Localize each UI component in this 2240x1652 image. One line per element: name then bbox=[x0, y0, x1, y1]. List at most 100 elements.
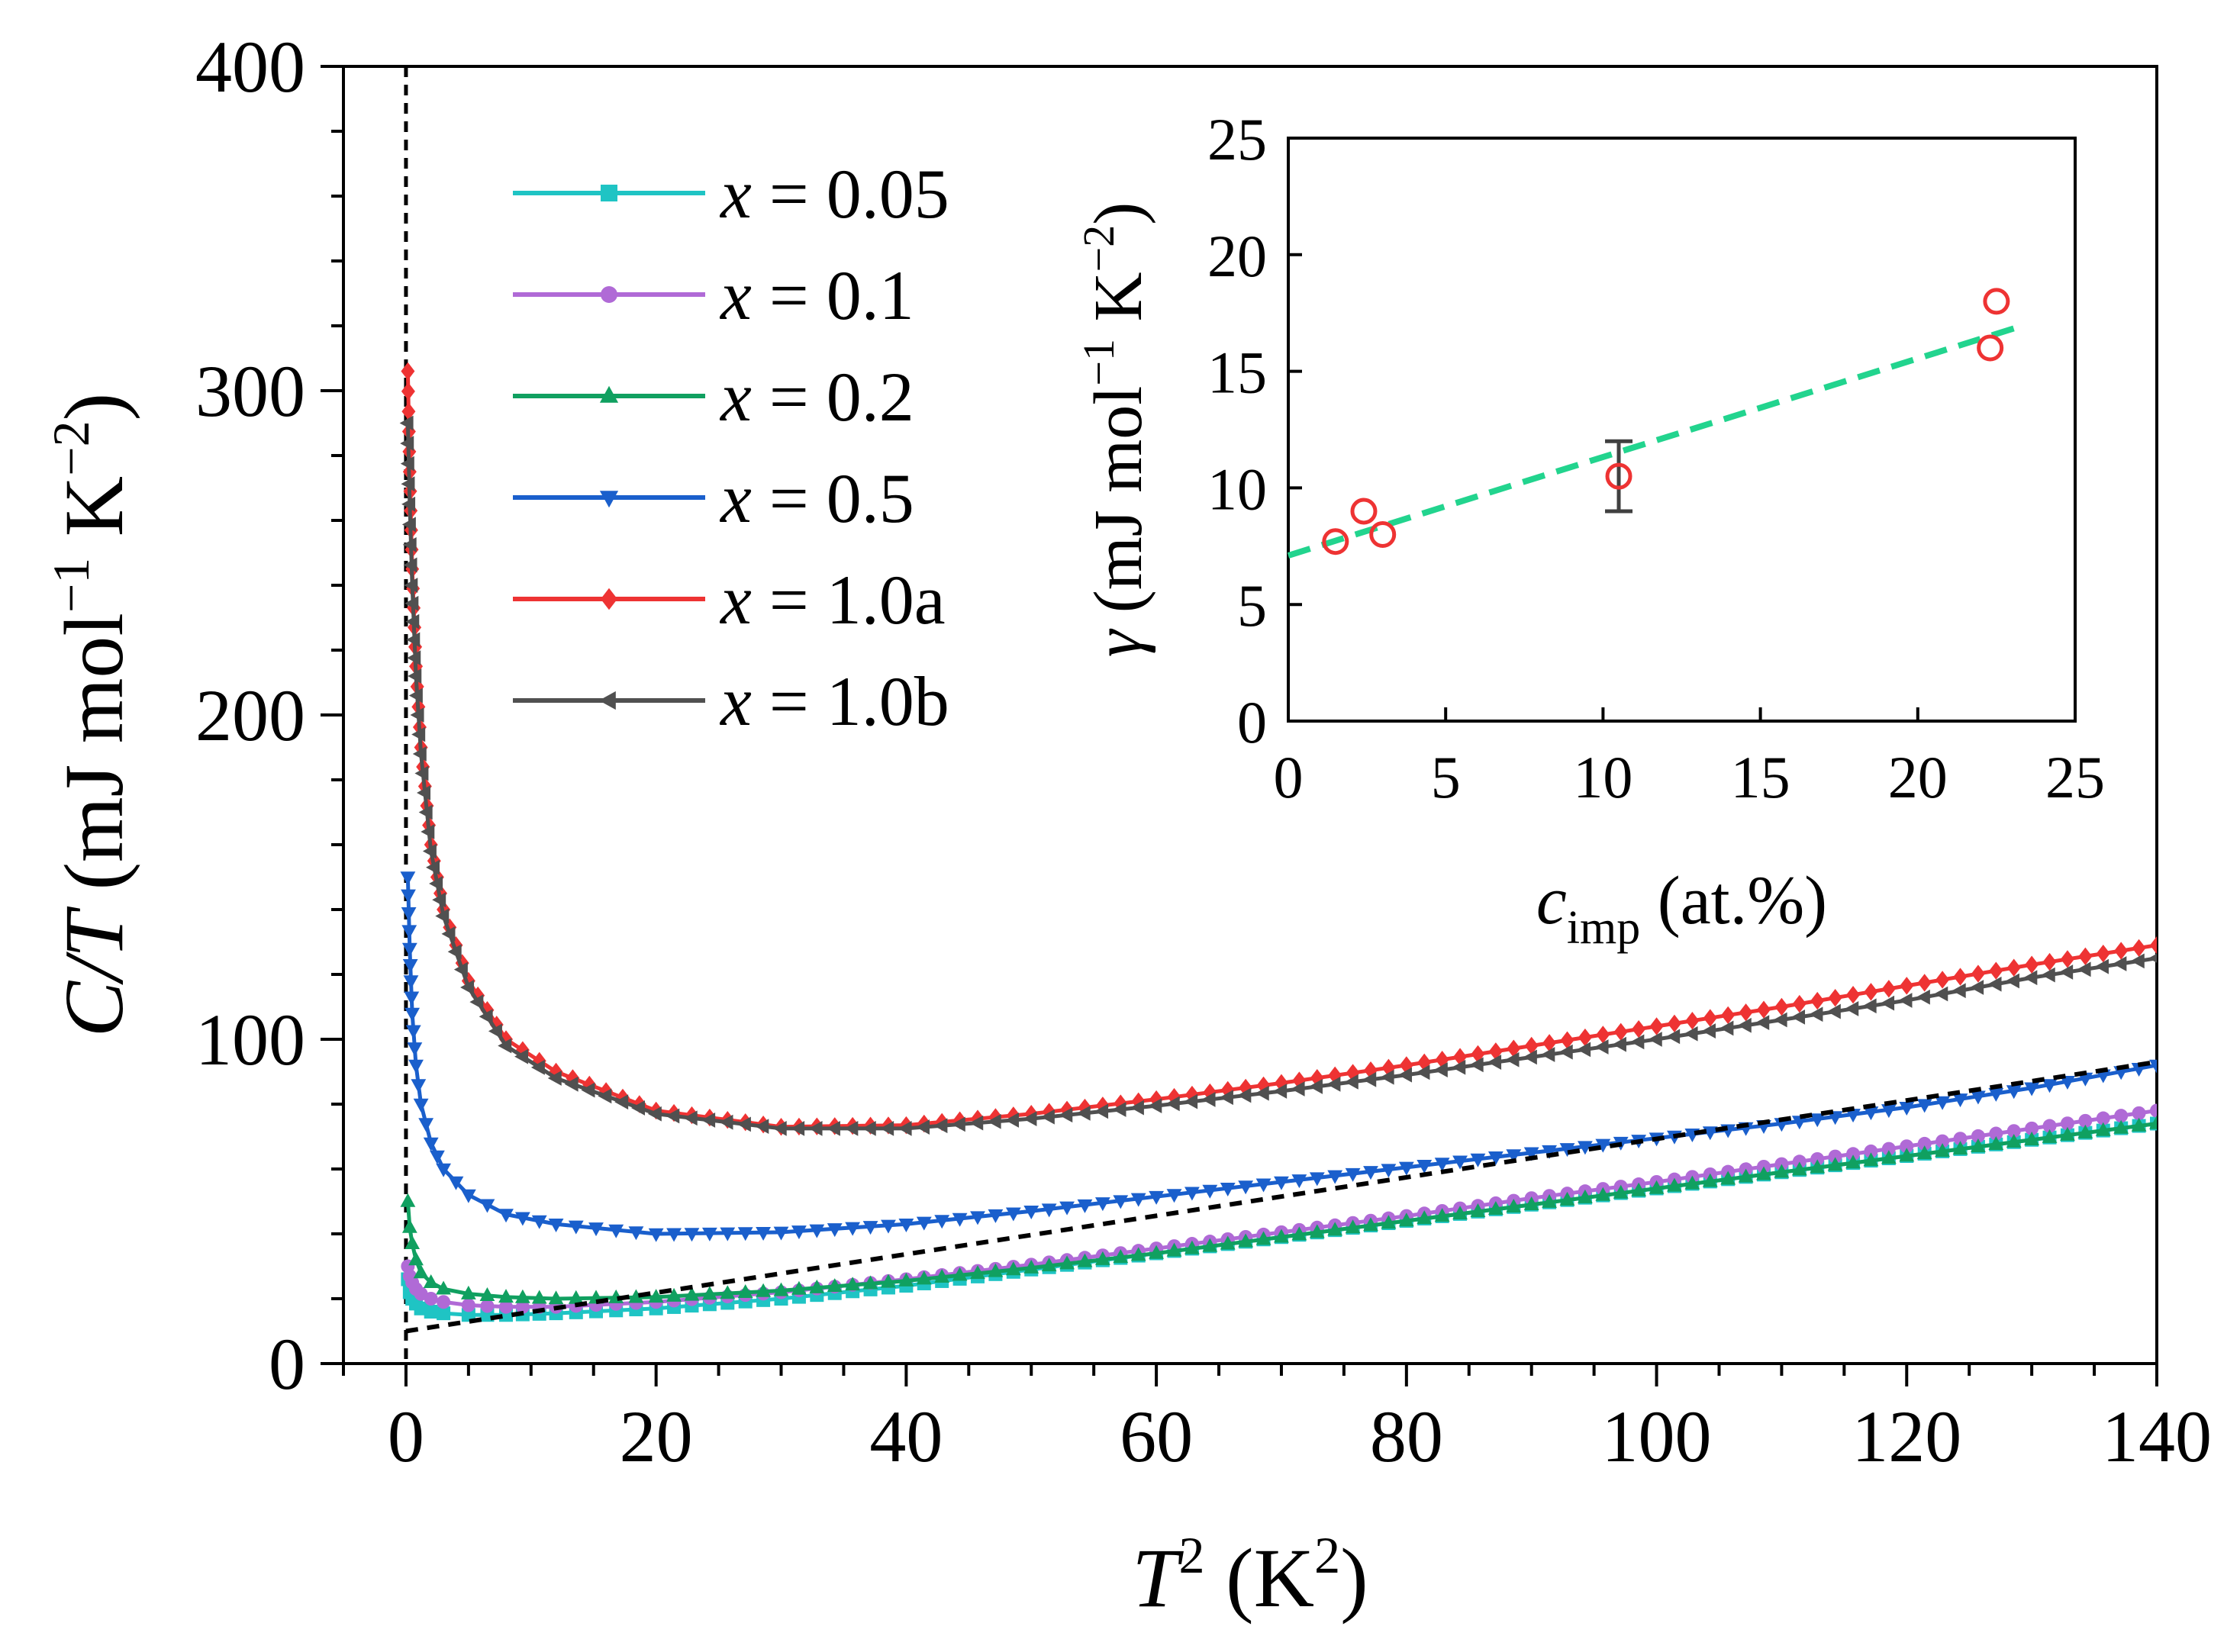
series-marker bbox=[1542, 1145, 1557, 1159]
series-marker bbox=[429, 1150, 445, 1164]
x-tick-label: 80 bbox=[1370, 1396, 1443, 1477]
series-marker bbox=[826, 1120, 840, 1136]
series-marker bbox=[2132, 1106, 2146, 1120]
series-marker bbox=[1863, 1106, 1879, 1121]
series-marker bbox=[400, 456, 414, 472]
series-marker bbox=[2077, 961, 2091, 977]
series-marker bbox=[598, 1088, 612, 1104]
series-marker bbox=[547, 1071, 562, 1086]
series-marker bbox=[1632, 1019, 1646, 1039]
series-marker bbox=[773, 1282, 789, 1296]
legend-item: x = 0.5 bbox=[513, 459, 914, 537]
y-axis-title-sup2: −2 bbox=[42, 420, 100, 475]
series-marker bbox=[1398, 1067, 1413, 1083]
series-marker bbox=[469, 994, 484, 1010]
series-marker bbox=[1594, 1039, 1609, 1055]
series-marker bbox=[2006, 1133, 2022, 1148]
series-marker bbox=[1881, 995, 1895, 1011]
x-tick-label: 120 bbox=[1852, 1396, 1961, 1477]
series-marker bbox=[1023, 1259, 1039, 1274]
series-marker bbox=[498, 1038, 512, 1054]
series-marker bbox=[2114, 1109, 2129, 1123]
series-marker bbox=[916, 1216, 932, 1231]
series-marker bbox=[684, 1228, 700, 1242]
series-marker bbox=[401, 889, 416, 903]
series-marker bbox=[1773, 1012, 1787, 1028]
series-marker bbox=[413, 1264, 429, 1279]
series-marker bbox=[1291, 1174, 1307, 1189]
series-marker bbox=[1774, 1164, 1790, 1178]
series-marker bbox=[2023, 970, 2038, 986]
series-marker bbox=[1452, 1059, 1466, 1075]
legend-item: x = 1.0a bbox=[513, 561, 946, 639]
series-marker bbox=[1149, 1190, 1165, 1205]
series-marker bbox=[1916, 1145, 1932, 1160]
series-marker bbox=[1487, 1201, 1504, 1216]
series-marker bbox=[1487, 1055, 1502, 1070]
series-marker bbox=[1434, 1208, 1450, 1222]
series-marker bbox=[400, 436, 414, 451]
series-marker bbox=[429, 876, 443, 891]
series-marker bbox=[1666, 1029, 1681, 1045]
series-marker bbox=[1041, 1203, 1057, 1218]
series-marker bbox=[479, 1009, 493, 1025]
series-marker bbox=[1863, 1152, 1879, 1167]
series-marker bbox=[423, 1274, 439, 1288]
series-marker bbox=[1739, 1003, 1753, 1022]
series-marker bbox=[1398, 1161, 1414, 1176]
legend-item: x = 0.05 bbox=[513, 155, 949, 233]
series-marker bbox=[1719, 1020, 1734, 1036]
series-marker bbox=[1792, 994, 1807, 1013]
series-marker bbox=[1184, 1187, 1200, 1201]
series-marker bbox=[1649, 1017, 1664, 1035]
series-marker bbox=[2060, 1126, 2075, 1141]
series-marker bbox=[479, 1199, 495, 1213]
series-marker bbox=[2042, 1129, 2058, 1143]
inset-y-tick-label: 25 bbox=[1207, 106, 1267, 172]
series-marker bbox=[1756, 1166, 1771, 1180]
series-marker bbox=[1917, 1136, 1932, 1151]
series-marker bbox=[719, 1114, 733, 1130]
series-marker bbox=[1094, 1197, 1110, 1212]
series-marker bbox=[1345, 1219, 1361, 1234]
series-2 bbox=[400, 1115, 2157, 1305]
legend-label: x = 0.2 bbox=[719, 358, 914, 436]
y-axis-title-unit: (mJ mol bbox=[47, 613, 140, 911]
series-marker bbox=[1757, 1000, 1771, 1019]
legend-label-text: = 0.05 bbox=[752, 155, 949, 233]
series-marker bbox=[1220, 1182, 1236, 1196]
legend-label-text: = 1.0b bbox=[752, 662, 949, 740]
series-marker bbox=[581, 1082, 595, 1098]
series-marker bbox=[1810, 1113, 1826, 1128]
series-marker bbox=[1667, 1014, 1681, 1033]
series-marker bbox=[915, 1119, 930, 1135]
inset-data-point bbox=[1983, 288, 2010, 315]
x-axis-title-main: T bbox=[1132, 1531, 1184, 1625]
series-marker bbox=[1166, 1189, 1182, 1203]
series-marker bbox=[2059, 964, 2074, 980]
inset-x-tick-label: 5 bbox=[1431, 744, 1461, 810]
series-marker bbox=[1416, 1064, 1430, 1080]
series-marker bbox=[1506, 1149, 1522, 1164]
series-marker bbox=[631, 1100, 646, 1116]
series-marker bbox=[1721, 1006, 1736, 1025]
series-marker bbox=[1505, 1051, 1520, 1068]
inset-y-tick-label: 0 bbox=[1237, 689, 1267, 755]
series-marker bbox=[1702, 1173, 1718, 1187]
series-marker bbox=[404, 991, 420, 1006]
series-marker bbox=[1542, 1034, 1557, 1052]
series-marker bbox=[403, 557, 417, 573]
series-marker bbox=[1952, 1093, 1968, 1108]
series-marker bbox=[448, 1176, 464, 1190]
y-axis-title-close: ) bbox=[47, 393, 140, 421]
series-marker bbox=[408, 1251, 424, 1266]
series-marker bbox=[845, 1277, 861, 1291]
series-marker bbox=[970, 1265, 985, 1280]
series-marker bbox=[2150, 936, 2157, 955]
inset-y-tick-label: 10 bbox=[1207, 456, 1267, 522]
series-marker bbox=[701, 1227, 717, 1241]
inset-y-axis-title-sup2: −2 bbox=[1074, 225, 1123, 272]
series-marker bbox=[548, 1219, 564, 1233]
